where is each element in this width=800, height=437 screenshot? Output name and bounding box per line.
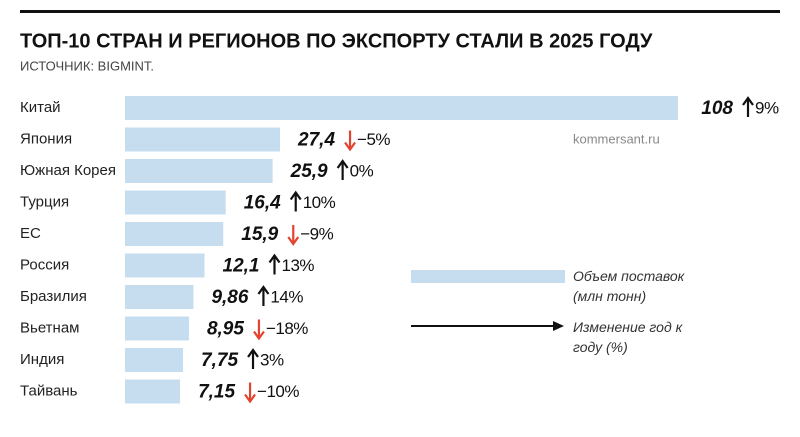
category-label: Южная Корея xyxy=(20,162,116,179)
change-label: 3% xyxy=(260,350,284,369)
value-label: 8,95 xyxy=(207,319,244,340)
change-label: −9% xyxy=(300,224,333,243)
chart-subtitle: ИСТОЧНИК: BIGMINT. xyxy=(20,58,154,73)
bar xyxy=(125,96,678,120)
category-label: Индия xyxy=(20,351,64,368)
bar xyxy=(125,285,194,309)
change-arrow xyxy=(289,190,302,212)
category-label: Вьетнам xyxy=(20,319,79,336)
change-arrow xyxy=(268,253,281,275)
change-arrow xyxy=(257,285,270,306)
change-arrow xyxy=(247,348,259,369)
change-label: −18% xyxy=(266,319,308,338)
change-arrow xyxy=(742,96,754,117)
change-arrow xyxy=(244,382,256,404)
change-label: 0% xyxy=(350,161,374,180)
change-arrow xyxy=(344,130,356,152)
category-label: Россия xyxy=(20,256,69,273)
value-label: 27,4 xyxy=(297,130,335,151)
value-label: 16,4 xyxy=(244,193,281,214)
change-arrow xyxy=(336,159,349,180)
value-label: 7,15 xyxy=(198,382,235,403)
value-label: 108 xyxy=(701,98,733,119)
category-label: ЕС xyxy=(20,225,41,242)
change-label: 13% xyxy=(281,256,314,275)
value-label: 25,9 xyxy=(290,161,328,182)
legend-entry: Изменение год к году (%) xyxy=(573,319,683,355)
legend-arrow-head xyxy=(553,321,564,331)
change-label: 10% xyxy=(303,193,336,212)
change-label: −5% xyxy=(357,130,390,149)
watermark: kommersant.ru xyxy=(573,131,660,146)
category-label: Тайвань xyxy=(20,382,78,399)
top-rule xyxy=(20,10,780,13)
category-label: Китай xyxy=(20,99,61,116)
bar xyxy=(125,253,205,278)
bar xyxy=(125,348,184,372)
category-label: Турция xyxy=(20,193,69,210)
value-label: 15,9 xyxy=(241,224,278,245)
change-label: 9% xyxy=(755,98,779,117)
bar xyxy=(125,159,273,183)
bar xyxy=(125,190,226,215)
value-label: 7,75 xyxy=(201,350,238,371)
bar xyxy=(125,222,224,246)
change-arrow xyxy=(253,319,265,341)
legend-swatch xyxy=(411,270,565,283)
bar xyxy=(125,379,181,404)
change-label: 14% xyxy=(270,287,303,306)
change-label: −10% xyxy=(257,382,299,401)
chart-title: ТОП-10 СТРАН И РЕГИОНОВ ПО ЭКСПОРТУ СТАЛ… xyxy=(20,30,653,52)
bar xyxy=(125,316,189,341)
bar xyxy=(125,127,281,152)
legend-entry: Объем поставок (млн тонн) xyxy=(573,268,685,304)
change-arrow xyxy=(287,225,300,246)
category-label: Япония xyxy=(20,130,72,147)
value-label: 12,1 xyxy=(223,256,260,277)
value-label: 9,86 xyxy=(211,287,248,308)
category-label: Бразилия xyxy=(20,288,87,305)
